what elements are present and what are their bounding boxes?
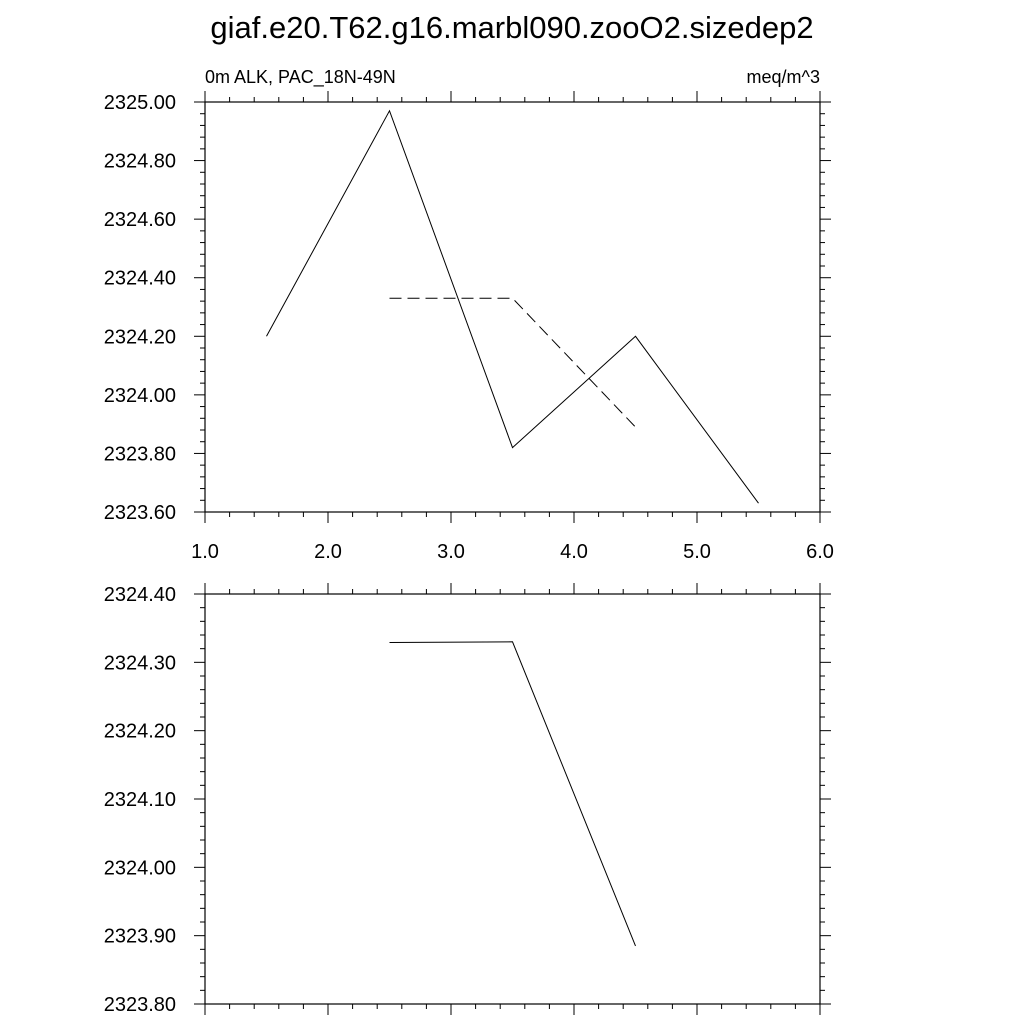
bottom-panel: 2324.40 2324.30 2324.20 2324.10 2324.00 2323.… <box>104 583 831 1016</box>
top-x-tick-label: 2.0 <box>314 541 342 563</box>
top-x-tick-label: 1.0 <box>191 541 219 563</box>
top-y-tick-label: 2323.80 <box>104 443 176 465</box>
top-series-line-dashed <box>389 297 636 428</box>
top-y-tick-label: 2325.00 <box>104 92 176 114</box>
bottom-y-tick-label: 2324.40 <box>104 584 176 606</box>
top-plot-frame <box>204 101 821 513</box>
top-x-tick-label: 3.0 <box>437 541 465 563</box>
top-y-tick-label: 2323.60 <box>104 502 176 524</box>
top-series-line-solid <box>266 109 759 504</box>
bottom-y-tick-label: 2323.90 <box>104 926 176 948</box>
top-y-tick-label: 2324.40 <box>104 268 176 290</box>
top-y-tick-label: 2324.60 <box>104 209 176 231</box>
top-x-tick-label: 5.0 <box>683 541 711 563</box>
top-panel-left-label: 0m ALK, PAC_18N-49N <box>205 67 396 88</box>
bottom-y-tick-label: 2324.00 <box>104 857 176 879</box>
top-panel: 0m ALK, PAC_18N-49N meq/m^3 1.0 2.0 3.0 4.0… <box>104 67 834 563</box>
bottom-y-tick-label: 2324.20 <box>104 721 176 743</box>
main-title: giaf.e20.T62.g16.marbl090.zooO2.sizedep2 <box>210 10 813 45</box>
top-y-tick-label: 2324.80 <box>104 151 176 173</box>
bottom-y-tick-label: 2324.30 <box>104 652 176 674</box>
top-y-tick-label: 2324.20 <box>104 326 176 348</box>
top-x-tick-label: 6.0 <box>806 541 834 563</box>
bottom-y-tick-label: 2324.10 <box>104 789 176 811</box>
top-y-tick-label: 2324.00 <box>104 385 176 407</box>
bottom-series-line-solid <box>389 641 636 947</box>
top-x-tick-label: 4.0 <box>560 541 588 563</box>
bottom-plot-frame <box>204 593 821 1005</box>
top-panel-right-label: meq/m^3 <box>747 67 820 87</box>
bottom-y-tick-label: 2323.80 <box>104 994 176 1016</box>
